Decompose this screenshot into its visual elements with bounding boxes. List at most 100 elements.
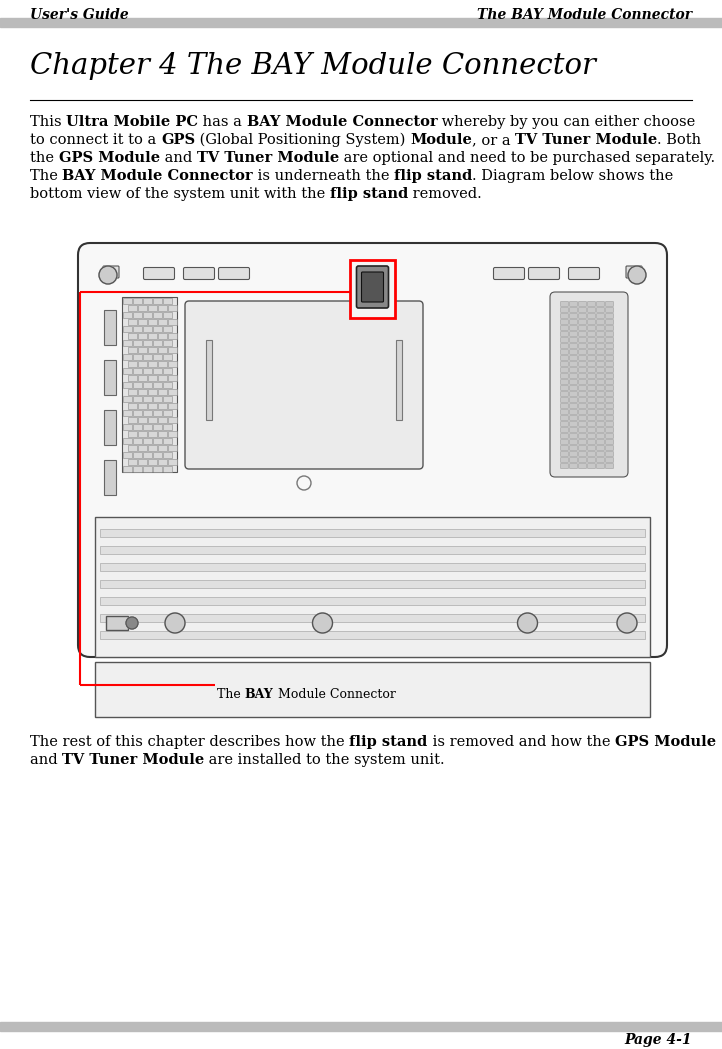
FancyBboxPatch shape: [596, 433, 604, 438]
Text: is underneath the: is underneath the: [253, 169, 394, 183]
FancyBboxPatch shape: [606, 380, 614, 385]
Bar: [100, 529, 645, 537]
FancyBboxPatch shape: [570, 457, 578, 463]
Bar: [157, 304, 167, 311]
FancyBboxPatch shape: [596, 331, 604, 337]
FancyBboxPatch shape: [606, 325, 614, 330]
Bar: [157, 361, 167, 366]
FancyBboxPatch shape: [596, 362, 604, 366]
Bar: [157, 388, 167, 394]
Text: , or a: , or a: [472, 133, 515, 147]
FancyBboxPatch shape: [560, 428, 568, 432]
Bar: [123, 325, 131, 331]
Bar: [162, 395, 172, 402]
FancyBboxPatch shape: [596, 451, 604, 456]
FancyBboxPatch shape: [606, 457, 614, 463]
Text: flip stand: flip stand: [330, 187, 408, 201]
FancyBboxPatch shape: [596, 446, 604, 450]
FancyBboxPatch shape: [588, 409, 596, 414]
FancyBboxPatch shape: [588, 362, 596, 366]
Bar: [133, 340, 142, 345]
Bar: [104, 360, 116, 395]
Bar: [162, 451, 172, 457]
Bar: [168, 374, 176, 381]
FancyBboxPatch shape: [578, 380, 586, 385]
FancyBboxPatch shape: [606, 415, 614, 421]
FancyBboxPatch shape: [529, 267, 560, 279]
Text: GPS: GPS: [161, 133, 195, 147]
FancyBboxPatch shape: [570, 398, 578, 403]
FancyBboxPatch shape: [570, 428, 578, 432]
Text: GPS Module: GPS Module: [614, 735, 716, 749]
Bar: [152, 466, 162, 471]
Bar: [162, 409, 172, 415]
Bar: [128, 319, 136, 324]
Bar: [128, 445, 136, 450]
FancyBboxPatch shape: [578, 362, 586, 366]
FancyBboxPatch shape: [596, 440, 604, 445]
Bar: [137, 458, 147, 465]
FancyBboxPatch shape: [606, 464, 614, 469]
FancyBboxPatch shape: [357, 266, 388, 308]
FancyBboxPatch shape: [362, 272, 383, 302]
FancyBboxPatch shape: [570, 356, 578, 361]
Bar: [100, 614, 645, 622]
Bar: [162, 298, 172, 303]
FancyBboxPatch shape: [588, 446, 596, 450]
FancyBboxPatch shape: [568, 267, 599, 279]
FancyBboxPatch shape: [578, 457, 586, 463]
Bar: [137, 445, 147, 450]
Bar: [123, 354, 131, 360]
Text: are installed to the system unit.: are installed to the system unit.: [204, 753, 445, 767]
FancyBboxPatch shape: [560, 464, 568, 469]
FancyBboxPatch shape: [596, 301, 604, 306]
Bar: [137, 430, 147, 436]
FancyBboxPatch shape: [588, 457, 596, 463]
Text: whereby by you can either choose: whereby by you can either choose: [438, 115, 695, 129]
Text: flip stand: flip stand: [394, 169, 472, 183]
Bar: [152, 382, 162, 387]
Bar: [123, 312, 131, 318]
FancyBboxPatch shape: [570, 362, 578, 366]
FancyBboxPatch shape: [588, 331, 596, 337]
Bar: [123, 298, 131, 303]
FancyBboxPatch shape: [596, 428, 604, 432]
Circle shape: [165, 613, 185, 633]
FancyBboxPatch shape: [596, 338, 604, 343]
FancyBboxPatch shape: [570, 380, 578, 385]
FancyBboxPatch shape: [578, 307, 586, 313]
FancyBboxPatch shape: [606, 331, 614, 337]
Bar: [162, 312, 172, 318]
FancyBboxPatch shape: [578, 301, 586, 306]
FancyBboxPatch shape: [606, 373, 614, 379]
Text: has a: has a: [199, 115, 247, 129]
Bar: [137, 346, 147, 352]
FancyBboxPatch shape: [183, 267, 214, 279]
Bar: [162, 325, 172, 331]
Text: (Global Positioning System): (Global Positioning System): [195, 133, 410, 148]
Text: Chapter 4 The BAY Module Connector: Chapter 4 The BAY Module Connector: [30, 52, 596, 80]
Text: TV Tuner Module: TV Tuner Module: [515, 133, 657, 147]
FancyBboxPatch shape: [560, 451, 568, 456]
Bar: [157, 445, 167, 450]
Bar: [162, 340, 172, 345]
FancyBboxPatch shape: [78, 243, 667, 657]
FancyBboxPatch shape: [606, 343, 614, 348]
FancyBboxPatch shape: [578, 331, 586, 337]
Bar: [168, 458, 176, 465]
Bar: [137, 388, 147, 394]
Bar: [128, 403, 136, 408]
FancyBboxPatch shape: [570, 433, 578, 438]
FancyBboxPatch shape: [606, 404, 614, 408]
Bar: [133, 382, 142, 387]
Bar: [133, 367, 142, 373]
Bar: [95, 517, 650, 657]
FancyBboxPatch shape: [606, 391, 614, 397]
FancyBboxPatch shape: [596, 343, 604, 348]
Bar: [157, 346, 167, 352]
FancyBboxPatch shape: [570, 331, 578, 337]
FancyBboxPatch shape: [606, 356, 614, 361]
FancyBboxPatch shape: [596, 307, 604, 313]
FancyBboxPatch shape: [596, 464, 604, 469]
Bar: [104, 410, 116, 445]
